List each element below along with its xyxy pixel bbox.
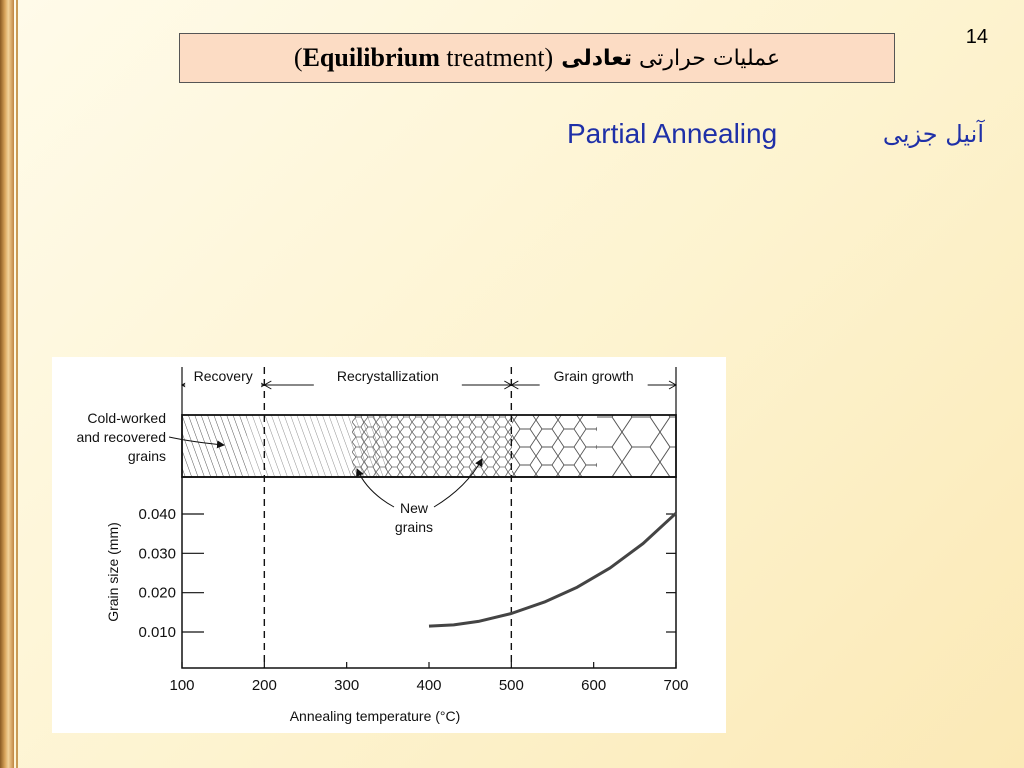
new-grains-label-line1: New <box>400 500 429 516</box>
region-label-bg-2 <box>539 375 648 393</box>
new-grains-arrow-left <box>356 468 395 508</box>
cold-worked-grains-region <box>182 415 247 477</box>
subtitle-english: Partial Annealing <box>567 118 778 149</box>
large-grains-region <box>597 415 676 477</box>
grain-size-chart: Recovery Recrystallization Grain growth Co… <box>76 367 689 724</box>
region-label-2: Grain growth <box>554 368 634 384</box>
cold-worked-annotation: Cold-worked and recovered grains <box>76 410 225 464</box>
y-axis-label: Grain size (mm) <box>105 522 121 622</box>
title-open-paren: ( <box>293 43 303 72</box>
y-axis-ticks: 0.010 0.020 0.030 0.040 <box>138 506 676 641</box>
phase-boundaries <box>263 367 513 668</box>
y-tick-label-0.040: 0.040 <box>138 506 176 523</box>
slide-title-box: (Equilibrium treatment) عملیات حرارتی تع… <box>179 33 895 83</box>
y-tick-label-0.010: 0.010 <box>138 624 176 641</box>
region-label-1: Recrystallization <box>337 368 439 384</box>
grain-size-curve <box>428 512 678 628</box>
cold-worked-label-line3: grains <box>128 448 166 464</box>
y-tick-label-0.020: 0.020 <box>138 585 176 602</box>
cold-worked-arrow <box>168 436 225 449</box>
growing-grains-region <box>512 415 597 477</box>
x-tick-label-200: 200 <box>252 677 277 694</box>
cold-worked-label-line1: Cold-worked <box>87 410 166 426</box>
cold-worked-label-line2: and recovered <box>76 429 166 445</box>
left-decorative-bar <box>0 0 14 768</box>
title-bold-word: Equilibrium <box>302 43 440 72</box>
y-tick-label-0.030: 0.030 <box>138 545 176 562</box>
region-label-0: Recovery <box>194 368 253 384</box>
x-axis-label: Annealing temperature (°C) <box>290 708 461 724</box>
new-grains-annotation: New grains <box>356 458 483 535</box>
microstructure-strip <box>181 414 677 478</box>
x-tick-label-600: 600 <box>581 677 606 694</box>
region-label-bg-1 <box>313 375 462 393</box>
x-tick-label-700: 700 <box>663 677 688 694</box>
new-grains-region <box>352 415 512 477</box>
region-label-bg-0 <box>185 375 262 393</box>
title-persian: عملیات حرارتی تعادلی <box>561 46 780 71</box>
subtitle-persian: آنیل جزیی <box>882 120 984 148</box>
slide-number: 14 <box>965 26 988 48</box>
new-grains-arrow-right <box>433 458 483 508</box>
grain-size-figure: Recovery Recrystallization Grain growth Co… <box>52 357 726 733</box>
x-tick-label-400: 400 <box>416 677 441 694</box>
new-grains-label-line2: grains <box>395 519 433 535</box>
title-normal-word: treatment) <box>446 43 554 72</box>
x-tick-label-500: 500 <box>499 677 524 694</box>
title-persian-text: عملیات حرارتی <box>638 45 781 71</box>
x-tick-label-100: 100 <box>169 677 194 694</box>
x-axis-ticks: 100 200 300 400 500 600 700 <box>169 662 689 694</box>
title-persian-bold: تعادلی <box>561 45 632 71</box>
left-decorative-line <box>16 0 18 768</box>
region-header: Recovery Recrystallization Grain growth <box>180 367 678 415</box>
title-english: (Equilibrium treatment) <box>294 43 553 73</box>
x-tick-label-300: 300 <box>334 677 359 694</box>
